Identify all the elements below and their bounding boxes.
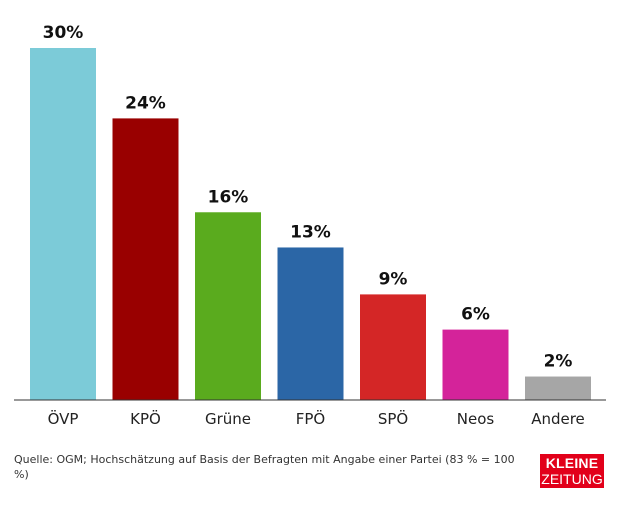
bar-kpoe	[112, 118, 179, 401]
category-label-neos: Neos	[457, 410, 495, 428]
value-label-kpoe: 24%	[125, 93, 166, 113]
bar-andere	[525, 376, 591, 400]
bar-oevp	[30, 48, 96, 400]
logo-line-1: KLEINE	[545, 455, 599, 471]
source-note: Quelle: OGM; Hochschätzung auf Basis der…	[14, 453, 515, 481]
bar-gruene	[195, 212, 261, 400]
bar-chart: 30% ÖVP 24% KPÖ 16% Grüne 13% FPÖ 9% SPÖ 6% Neos 2% A…	[14, 23, 606, 428]
bar-spoe	[360, 294, 426, 400]
kleine-zeitung-logo: KLEINE ZEITUNG	[540, 454, 604, 488]
value-label-fpoe: 13%	[290, 222, 331, 242]
value-label-oevp: 30%	[43, 23, 84, 43]
category-label-andere: Andere	[531, 410, 585, 428]
value-label-andere: 2%	[544, 352, 573, 372]
category-label-oevp: ÖVP	[48, 409, 79, 428]
value-label-neos: 6%	[461, 305, 490, 325]
value-label-gruene: 16%	[208, 187, 249, 207]
bar-neos	[442, 329, 509, 400]
category-label-spoe: SPÖ	[378, 409, 408, 428]
category-label-fpoe: FPÖ	[296, 409, 325, 428]
bar-fpoe	[277, 247, 344, 400]
value-label-spoe: 9%	[379, 269, 408, 289]
category-label-kpoe: KPÖ	[130, 409, 161, 428]
category-label-gruene: Grüne	[205, 410, 251, 428]
logo-line-2: ZEITUNG	[541, 471, 603, 487]
